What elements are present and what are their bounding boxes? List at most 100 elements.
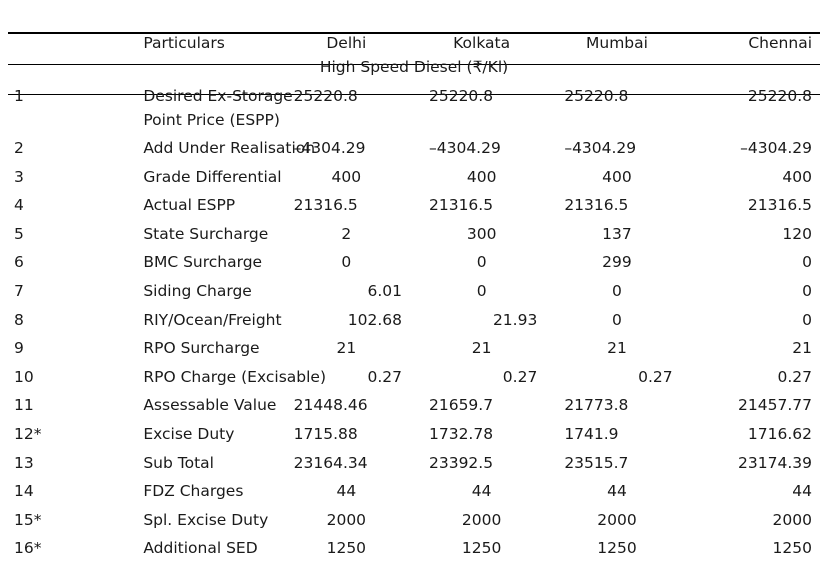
cell-mumbai: 25220.8 [564,87,629,105]
cell-delhi: 1715.88 [293,424,358,443]
table-row: 5 State Surcharge 2 300 137 120 [8,220,820,249]
cell-kolkata: 300 [466,224,497,243]
row-no: 9 [14,339,24,358]
section-row: High Speed Diesel (₹/Kl) [8,52,820,83]
row-particular: Spl. Excise Duty [143,510,269,529]
cell-chennai: 21457.77 [738,396,812,415]
row-particular: Excise Duty [143,424,235,443]
cell-delhi: 1250 [326,539,367,558]
cell-mumbai: 21 [607,339,627,358]
cell-mumbai: 0 [612,310,622,329]
cell-chennai: 400 [782,167,812,186]
row-no: 5 [14,224,24,243]
rule-gap [12,70,70,73]
cell-chennai: 21316.5 [747,196,812,215]
cell-delhi: 21 [336,339,357,358]
cell-delhi: 23164.34 [293,453,368,472]
row-no: 12* [14,424,42,443]
table-row: 14 FDZ Charges 44 44 44 44 [8,477,820,506]
cell-chennai: 23174.39 [738,453,812,472]
row-no: 6 [14,253,24,272]
row-particular: RPO Charge (Excisable) [143,367,326,386]
cell-kolkata: 21.93 [492,310,538,329]
row-no: 4 [14,196,24,215]
cell-chennai: 0 [802,310,812,329]
cell-mumbai: 21316.5 [564,196,629,215]
cell-chennai: 2000 [772,510,812,529]
table-row: 13 Sub Total 23164.34 23392.5 23515.7 23… [8,449,820,478]
table-row: 4 Actual ESPP 21316.5 21316.5 21316.5 21… [8,191,820,220]
row-particular: Siding Charge [143,281,252,300]
cell-mumbai: 1741.9 [564,424,619,443]
row-no: 2 [14,139,24,157]
header-kolkata: Kolkata [453,34,511,52]
cell-chennai: 21 [792,339,812,358]
cell-delhi: 0 [341,253,352,272]
cell-kolkata: 400 [466,167,497,186]
row-no: 3 [14,167,24,186]
row-no: 15* [14,510,42,529]
header-mumbai: Mumbai [586,34,648,52]
cell-delhi: 2 [341,224,352,243]
row-particular: Sub Total [143,453,214,472]
cell-chennai: 25220.8 [747,87,812,105]
cell-chennai: 0.27 [777,367,812,386]
table-row: 10 RPO Charge (Excisable) 0.27 0.27 0.27… [8,363,820,392]
cell-chennai: 1250 [772,539,812,558]
row-particular: Add Under Realisation [143,139,316,157]
cell-chennai: 1716.62 [747,424,812,443]
row-no: 14 [14,482,34,501]
row-no: 11 [14,396,34,415]
header-no [8,34,143,52]
cell-kolkata: 2000 [461,510,502,529]
cell-delhi: 2000 [326,510,367,529]
table-row: 15* Spl. Excise Duty 2000 2000 2000 2000 [8,506,820,535]
row-particular: RIY/Ocean/Freight [143,310,282,329]
header-particulars: Particulars [143,34,225,52]
cell-chennai: 0 [802,281,812,300]
cell-kolkata: 21 [471,339,492,358]
row-particular: State Surcharge [143,224,269,243]
cell-delhi: 400 [331,167,362,186]
header-delhi: Delhi [326,34,367,52]
table-row: 12* Excise Duty 1715.88 1732.78 1741.9 1… [8,420,820,449]
cell-kolkata: 21659.7 [428,396,494,415]
row-particular: RPO Surcharge [143,339,260,358]
cell-mumbai: 0.27 [638,367,673,386]
cell-mumbai: 400 [602,167,632,186]
cell-delhi: 21448.46 [293,396,368,415]
cell-delhi: 25220.8 [293,87,358,105]
cell-delhi: 21316.5 [293,196,358,215]
cell-delhi: 44 [336,482,357,501]
cell-kolkata: 0.27 [502,367,538,386]
row-no: 16* [14,539,42,558]
top-rule [8,32,820,34]
table-row: 16* Additional SED 1250 1250 1250 1250 [8,534,820,563]
row-particular-line1: Desired Ex-Storage [143,87,293,105]
table-row: 7 Siding Charge 6.01 0 0 0 [8,277,820,306]
row-particular: Grade Differential [143,167,282,186]
cell-kolkata: 23392.5 [428,453,494,472]
cell-mumbai: 23515.7 [564,453,629,472]
column-header-row: Particulars Delhi Kolkata Mumbai Chennai [8,34,820,52]
cell-kolkata: 1732.78 [428,424,494,443]
table-row: 9 RPO Surcharge 21 21 21 21 [8,334,820,363]
diesel-price-table: Particulars Delhi Kolkata Mumbai Chennai… [8,34,820,563]
row-no: 1 [14,87,24,105]
table-row: 11 Assessable Value 21448.46 21659.7 217… [8,391,820,420]
cell-mumbai: 1250 [597,539,637,558]
cell-mumbai: 137 [602,224,632,243]
cell-mumbai: 44 [607,482,627,501]
section-title: High Speed Diesel (₹/Kl) [319,58,509,76]
row-particular: Additional SED [143,539,258,558]
cell-kolkata: 21316.5 [428,196,494,215]
table-row: 2 Add Under Realisation –4304.29 –4304.2… [8,134,820,163]
table-row: 6 BMC Surcharge 0 0 299 0 [8,248,820,277]
cell-kolkata: 0 [476,281,487,300]
cell-delhi: 6.01 [367,281,402,300]
cell-mumbai: 0 [612,281,622,300]
cell-chennai: –4304.29 [740,139,812,157]
row-no: 7 [14,281,24,300]
cell-mumbai: –4304.29 [564,139,637,157]
cell-kolkata: 0 [476,253,487,272]
